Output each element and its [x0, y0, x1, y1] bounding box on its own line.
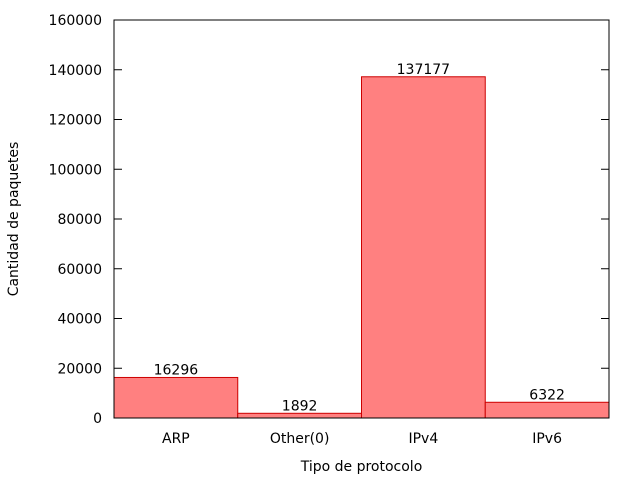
x-tick-labels: ARP Other(0) IPv4 IPv6: [162, 431, 562, 447]
data-label: 6322: [529, 387, 565, 403]
y-tick-label: 140000: [49, 63, 102, 79]
y-tick-label: 80000: [57, 212, 102, 228]
data-label: 1892: [282, 398, 318, 414]
y-axis-label: Cantidad de paquetes: [6, 142, 22, 297]
data-label: 137177: [397, 62, 450, 78]
data-label: 16296: [154, 362, 199, 378]
bar-arp: [113, 376, 239, 419]
x-tick-label: ARP: [162, 431, 190, 447]
data-labels: 16296 1892 137177 6322: [154, 62, 565, 415]
y-tick-label: 20000: [57, 361, 102, 377]
x-tick-label: IPv4: [408, 431, 438, 447]
y-tick-label: 120000: [49, 113, 102, 129]
y-tick-label: 100000: [49, 162, 102, 178]
plot-frame: [113, 19, 610, 419]
y-tick-label: 160000: [49, 13, 102, 29]
bar-ipv4: [361, 76, 486, 419]
bars: [113, 76, 610, 419]
y-tick-label: 40000: [57, 312, 102, 328]
x-axis-label: Tipo de protocolo: [300, 459, 423, 475]
x-tick-label: IPv6: [532, 431, 562, 447]
x-tick-label: Other(0): [270, 431, 330, 447]
y-tick-label: 60000: [57, 262, 102, 278]
bar-ipv6: [484, 401, 610, 419]
y-tick-label: 0: [93, 411, 102, 427]
y-tick-labels: 0 20000 40000 60000 80000 100000 120000 140000 1…: [49, 13, 102, 427]
